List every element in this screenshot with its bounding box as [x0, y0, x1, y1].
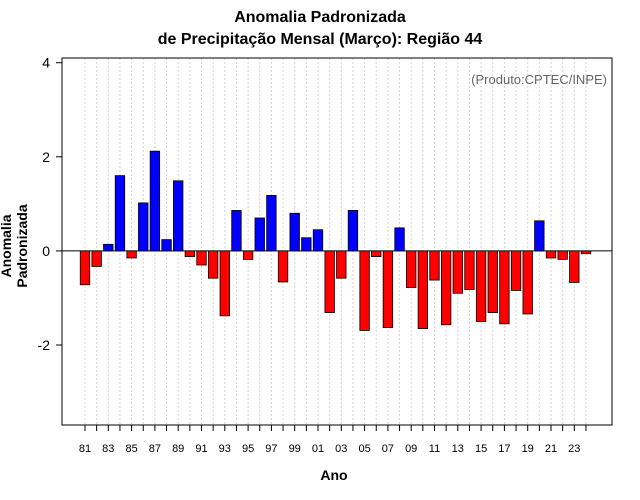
x-tick-label: 87	[149, 443, 161, 455]
x-axis: 81 83 85 87 89 91 93 95 97 99 01 03 05 07 09 11 13 15 17 19…	[79, 425, 587, 455]
bar-90	[184, 250, 196, 257]
bar-96	[254, 217, 265, 252]
bar-14	[464, 250, 475, 290]
bar-24	[580, 250, 592, 255]
y-axis: -2 0 2 4	[38, 55, 62, 353]
x-tick-label: 19	[522, 443, 534, 455]
x-tick-label: 85	[125, 443, 137, 455]
x-tick-label: 89	[172, 443, 184, 455]
x-tick-label: 21	[545, 443, 557, 455]
bar-86	[138, 202, 149, 252]
bar-97	[266, 194, 277, 252]
x-tick-label: 97	[265, 443, 277, 455]
x-tick-label: 17	[498, 443, 510, 455]
bar-94	[231, 210, 242, 252]
bar-09	[406, 250, 417, 289]
x-tick-label: 05	[358, 443, 370, 455]
y-tick-label: 4	[42, 55, 50, 71]
bars-group	[79, 150, 592, 331]
x-tick-label: 93	[219, 443, 231, 455]
bar-82	[91, 250, 102, 267]
bar-91	[196, 250, 207, 266]
bar-15	[475, 250, 487, 322]
bar-02	[324, 250, 335, 313]
bar-22	[557, 250, 568, 260]
bar-98	[277, 250, 289, 283]
y-tick-label: 2	[42, 149, 50, 165]
credit-annotation: (Produto:CPTEC/INPE)	[471, 72, 607, 87]
x-tick-label: 81	[79, 443, 91, 455]
bar-11	[429, 250, 440, 281]
bar-08	[394, 227, 405, 252]
bar-13	[452, 250, 463, 294]
chart-title: Anomalia Padronizada	[234, 9, 406, 26]
bar-99	[289, 212, 300, 252]
bar-81	[79, 250, 91, 286]
x-tick-label: 07	[382, 443, 394, 455]
x-tick-label: 23	[568, 443, 580, 455]
bar-88	[161, 239, 172, 252]
bar-20	[534, 220, 545, 252]
bar-95	[242, 250, 254, 260]
bar-03	[336, 250, 347, 279]
x-tick-label: 11	[429, 443, 440, 455]
x-axis-label: Ano	[320, 467, 348, 483]
x-tick-label: 09	[405, 443, 417, 455]
x-tick-label: 83	[102, 443, 114, 455]
vertical-gridlines	[84, 58, 587, 425]
bar-84	[114, 175, 126, 252]
bar-00	[301, 237, 312, 252]
y-tick-label: 0	[42, 243, 50, 259]
chart-subtitle: de Precipitação Mensal (Março): Região 4…	[157, 31, 483, 48]
x-tick-label: 15	[475, 443, 487, 455]
x-tick-label: 95	[242, 443, 254, 455]
y-axis-label: Anomalia Padronizada	[0, 204, 30, 288]
x-tick-label: 99	[289, 443, 301, 455]
x-tick-label: 01	[312, 443, 324, 455]
bar-93	[219, 250, 230, 317]
bar-12	[440, 250, 452, 326]
bar-23	[569, 250, 580, 283]
bar-92	[207, 250, 219, 279]
x-tick-label: 03	[335, 443, 347, 455]
bar-19	[522, 250, 533, 315]
bar-01	[312, 229, 324, 252]
y-tick-label: -2	[38, 337, 51, 353]
bar-17	[499, 250, 510, 325]
plot-frame	[61, 57, 613, 426]
bar-89	[173, 180, 184, 252]
bar-04	[347, 210, 359, 252]
bar-18	[510, 250, 522, 291]
bar-07	[382, 250, 394, 329]
bar-83	[103, 243, 114, 252]
bar-16	[487, 250, 498, 313]
bar-85	[126, 250, 137, 259]
x-tick-label: 13	[452, 443, 464, 455]
bar-10	[417, 250, 429, 329]
bar-21	[545, 250, 557, 259]
bar-06	[371, 250, 382, 257]
x-tick-label: 91	[195, 443, 207, 455]
bar-05	[359, 250, 370, 331]
bar-87	[149, 150, 161, 252]
